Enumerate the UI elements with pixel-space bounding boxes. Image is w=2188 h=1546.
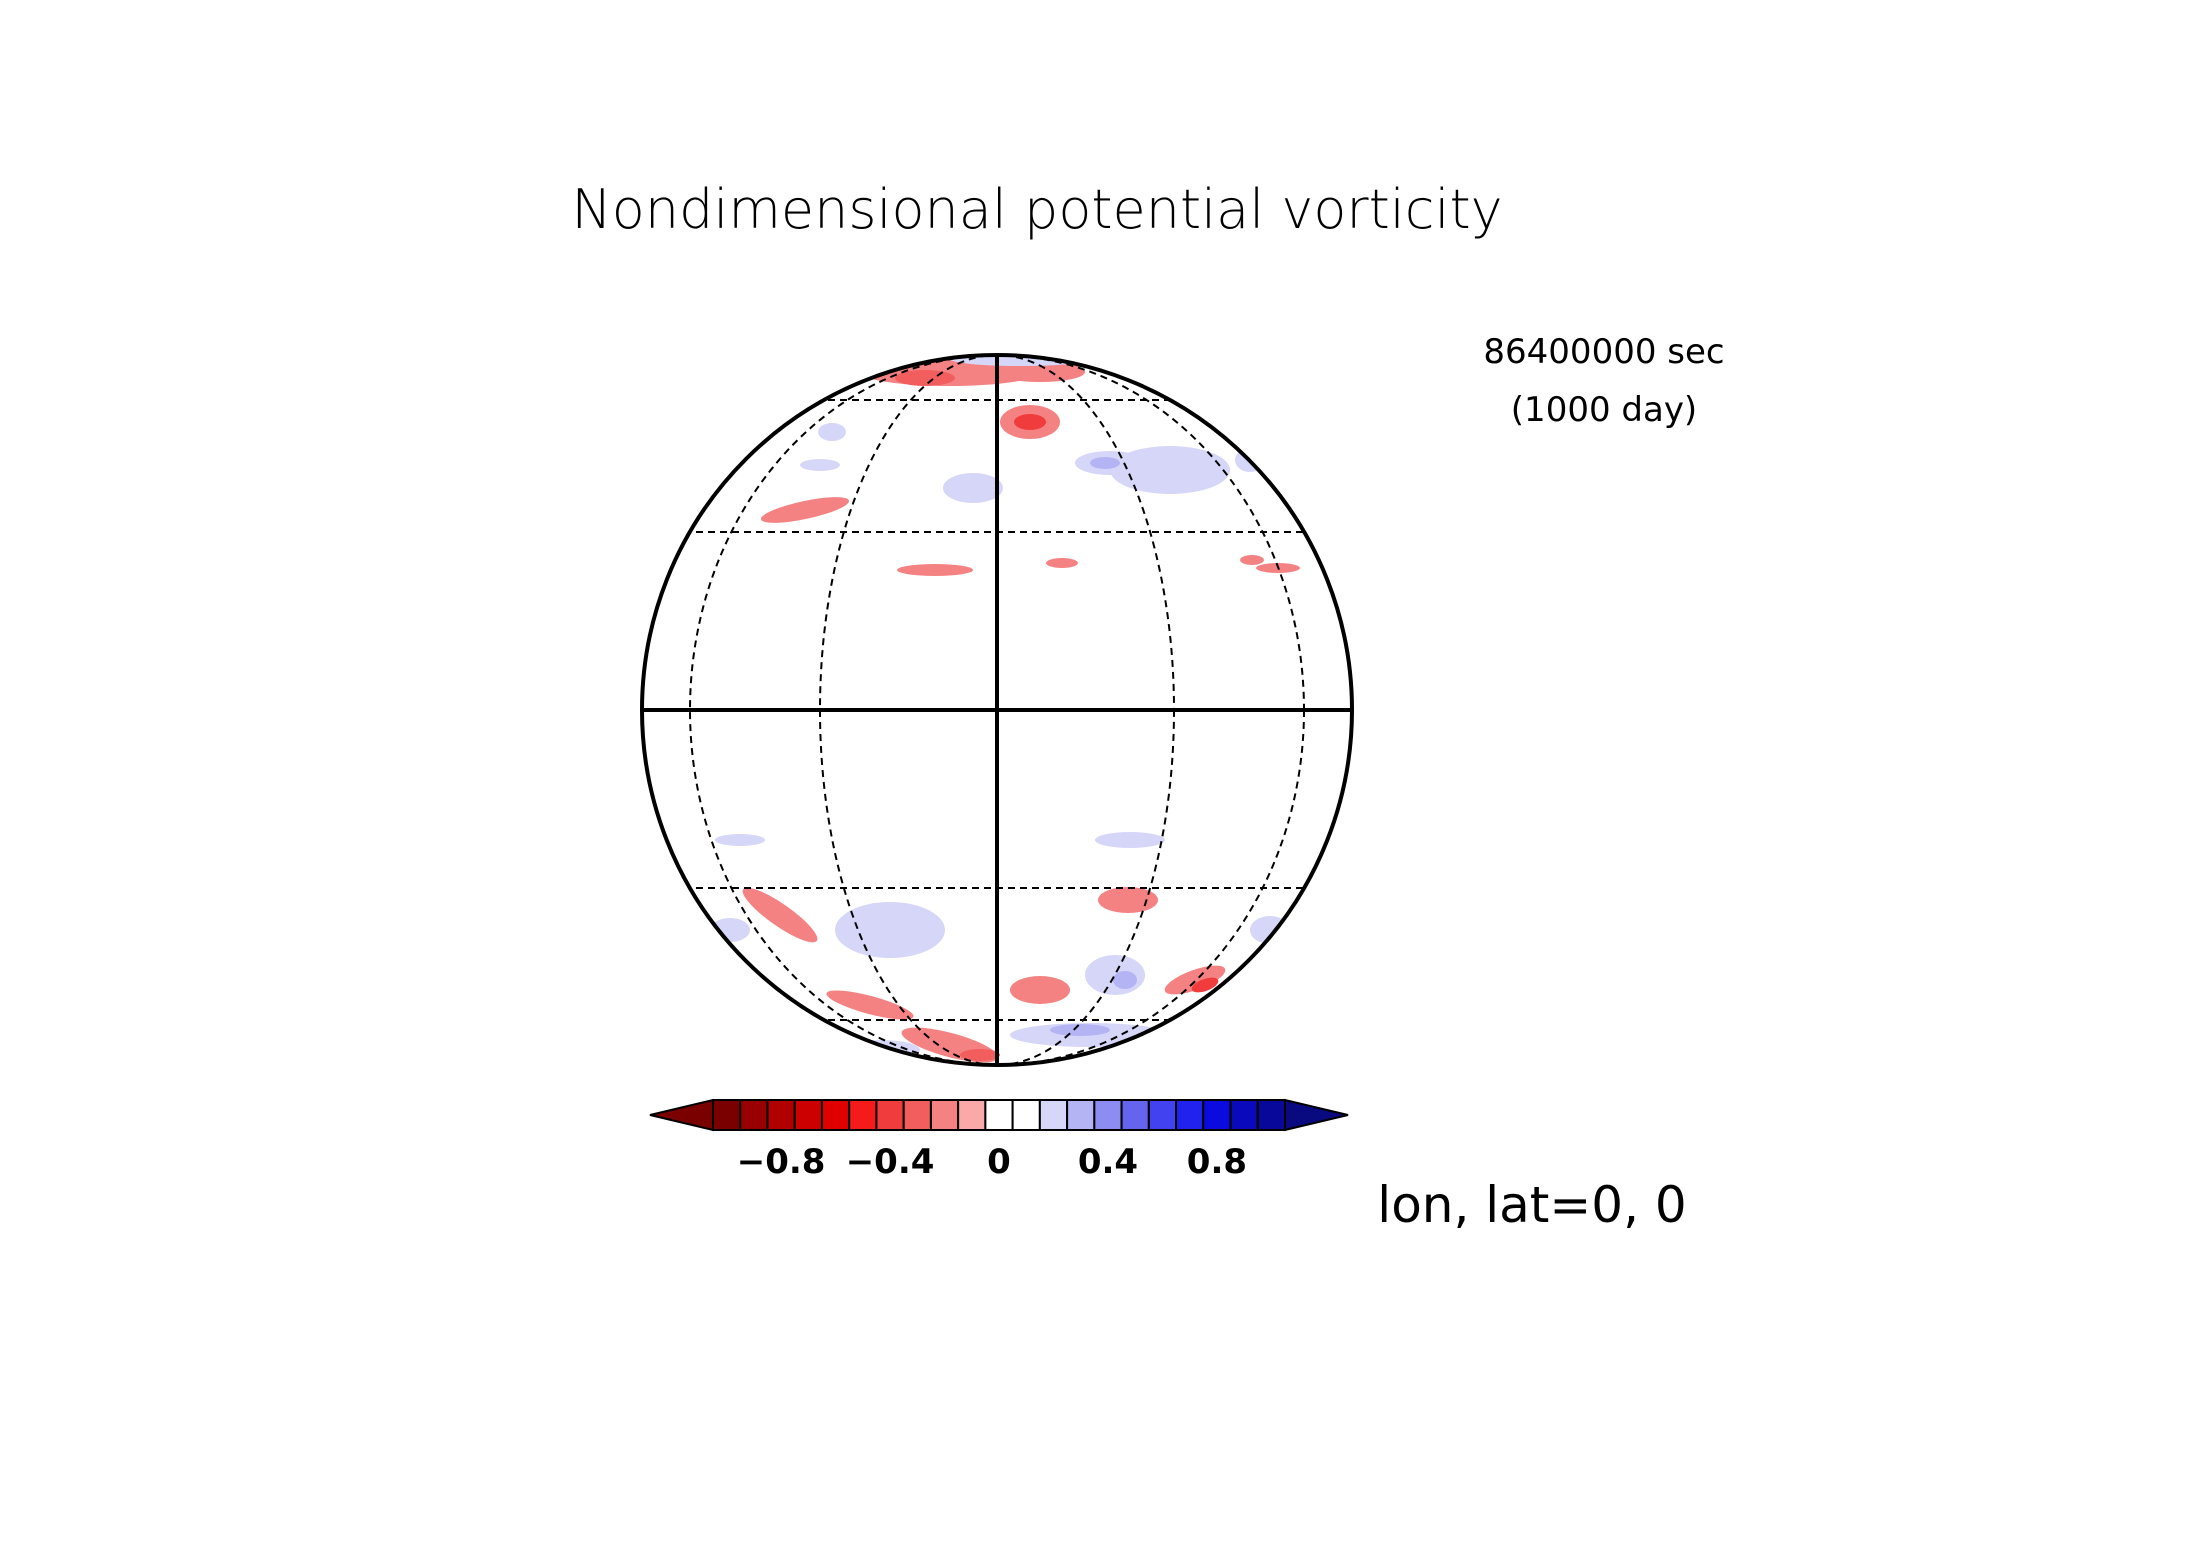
pv-anomaly-blob [1164, 965, 1226, 995]
colorbar-over-triangle [1284, 1098, 1349, 1132]
colorbar-tick-label: 0 [987, 1142, 1011, 1182]
colorbar-cell [902, 1099, 932, 1131]
colorbar-cell [848, 1099, 878, 1131]
colorbar-cell [766, 1099, 796, 1131]
pv-anomaly-blob [818, 423, 846, 441]
colorbar-cell [1066, 1099, 1096, 1131]
pv-anomaly-blob [1050, 1024, 1110, 1036]
globe-outline [640, 353, 1354, 1067]
pv-anomaly-blob [742, 887, 818, 943]
colorbar-cell [820, 1099, 851, 1131]
pv-anomaly-blob [1191, 977, 1219, 993]
colorbar-cell [793, 1099, 823, 1131]
pv-anomaly-blob [1010, 976, 1070, 1004]
pv-anomaly-blob [995, 362, 1085, 382]
colorbar-cell [1202, 1099, 1232, 1131]
colorbar-cell [1229, 1099, 1259, 1131]
colorbar: −0.8 −0.4 0 0.4 0.8 [649, 1098, 1349, 1182]
pv-anomaly-blob [943, 473, 1003, 503]
pv-anomaly-blob [1095, 832, 1165, 848]
pv-anomaly-blob [835, 902, 945, 958]
pv-anomaly-blob [1046, 558, 1078, 568]
colorbar-tick-label: −0.8 [737, 1142, 826, 1182]
pv-anomaly-blob [897, 564, 973, 576]
time-days-label: (1000 day) [1511, 390, 1697, 430]
colorbar-tick-label: −0.4 [846, 1142, 935, 1182]
colorbar-cell [1038, 1099, 1069, 1131]
colorbar-cell [1011, 1099, 1041, 1131]
pv-anomaly-blob [1240, 555, 1264, 565]
pv-anomaly-blob [1098, 887, 1158, 913]
pv-anomaly-blob [840, 1040, 920, 1060]
figure-title: Nondimensional potential vorticity [571, 178, 1502, 241]
colorbar-cell [984, 1099, 1014, 1131]
colorbar-cell [712, 1099, 742, 1131]
colorbar-tick-label: 0.8 [1187, 1142, 1247, 1182]
time-seconds-label: 86400000 sec [1483, 332, 1724, 372]
colorbar-cell [1093, 1099, 1123, 1131]
colorbar-cell [1256, 1099, 1287, 1131]
pv-anomaly-blob [760, 497, 850, 523]
colorbar-cell [875, 1099, 905, 1131]
colorbar-under-triangle [649, 1098, 714, 1132]
colorbar-cell [739, 1099, 769, 1131]
pv-anomaly-blob [800, 459, 840, 471]
colorbar-cell [957, 1099, 987, 1131]
colorbar-tick-label: 0.4 [1078, 1142, 1138, 1182]
orthographic-globe [640, 353, 1354, 1067]
pv-anomaly-blob [715, 834, 765, 846]
colorbar-cell [1120, 1099, 1150, 1131]
pv-anomaly-blob [1090, 457, 1120, 469]
colorbar-cell [929, 1099, 960, 1131]
pv-anomaly-blob [1014, 414, 1046, 430]
pv-anomaly-blob [960, 1049, 1000, 1061]
colorbar-cell [1147, 1099, 1178, 1131]
colorbar-cell [1175, 1099, 1205, 1131]
pv-anomaly-blob [826, 990, 914, 1020]
pv-anomaly-blob [1085, 955, 1145, 995]
projection-label: lon, lat=0, 0 [1377, 1176, 1686, 1234]
pv-anomaly-blob [1113, 971, 1137, 989]
